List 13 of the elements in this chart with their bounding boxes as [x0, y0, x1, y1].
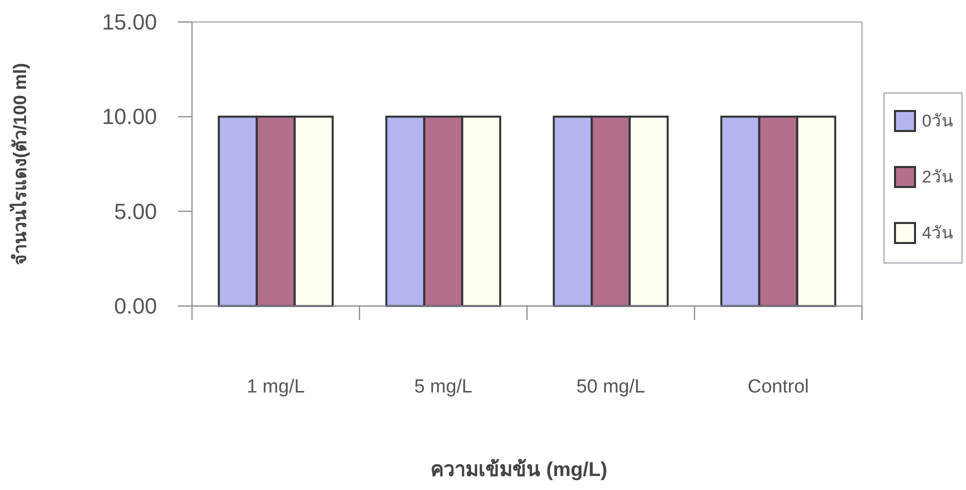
- legend-label: 0วัน: [922, 112, 954, 130]
- x-tick-label: Control: [748, 376, 809, 398]
- x-axis-title: ความเข้มข้น (mg/L): [430, 458, 608, 481]
- y-tick-label: 0.00: [114, 294, 157, 318]
- x-tick-label: 1 mg/L: [246, 376, 305, 398]
- legend-label: 2วัน: [922, 168, 954, 186]
- y-tick-label: 15.00: [102, 10, 157, 34]
- y-tick-label: 5.00: [114, 198, 157, 224]
- y-axis-title: จำนวนไรแดง(ตัว/100 ml): [9, 62, 30, 266]
- y-tick-label: 10.00: [102, 104, 157, 130]
- legend-label: 4วัน: [922, 224, 954, 242]
- x-tick-label: 50 mg/L: [576, 376, 646, 398]
- x-tick-label: 5 mg/L: [414, 376, 472, 398]
